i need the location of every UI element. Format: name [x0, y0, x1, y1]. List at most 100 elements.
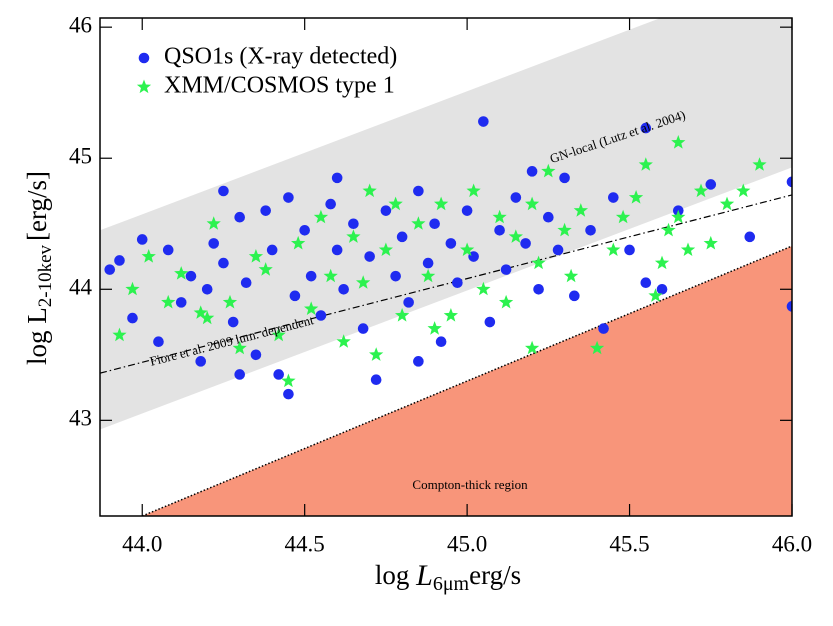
point [569, 290, 580, 302]
point [357, 323, 369, 334]
plot-area [100, 18, 792, 516]
point [703, 235, 718, 250]
point [520, 238, 531, 249]
point [484, 316, 496, 328]
legend-marker [136, 79, 152, 94]
point [492, 209, 507, 224]
point [452, 277, 463, 289]
point [227, 316, 239, 328]
point [315, 310, 327, 321]
point [356, 275, 371, 289]
point [104, 264, 116, 275]
point [736, 183, 751, 198]
point [494, 225, 505, 236]
point [533, 283, 544, 295]
point [323, 268, 338, 283]
legend-label: QSO1s (X-ray detected) [164, 44, 397, 70]
point [705, 179, 717, 190]
point [283, 388, 294, 400]
relation-line [100, 194, 792, 374]
legend-marker [138, 52, 150, 64]
point [206, 216, 221, 230]
point [628, 190, 644, 204]
point [671, 135, 686, 149]
point [364, 251, 375, 262]
point [313, 209, 329, 224]
point [598, 323, 609, 334]
point [271, 327, 286, 342]
point [362, 183, 377, 198]
y-label-unit: [erg/s] [22, 171, 52, 241]
point [395, 308, 410, 322]
point [305, 270, 317, 282]
y-tick-label: 43 [69, 406, 92, 431]
point [543, 211, 554, 223]
point [234, 211, 245, 223]
point [370, 374, 382, 386]
point [719, 196, 735, 211]
point [752, 157, 767, 171]
point [346, 229, 361, 243]
point [648, 288, 663, 302]
point [661, 222, 676, 237]
point [656, 283, 668, 295]
point [161, 294, 176, 309]
point [680, 242, 696, 256]
point [615, 209, 631, 224]
x-label-unit: erg/s [469, 560, 521, 590]
relation-band [100, 18, 792, 430]
point [608, 192, 619, 203]
x-axis-title: log L6μmerg/s [375, 559, 521, 595]
point [744, 231, 756, 243]
point [283, 192, 294, 203]
point [193, 305, 208, 319]
y-tick-label: 45 [69, 144, 92, 169]
point [201, 283, 213, 295]
point [331, 172, 343, 184]
point [125, 281, 140, 296]
point [141, 249, 156, 263]
point [390, 270, 401, 282]
point [786, 176, 792, 188]
point [248, 249, 264, 263]
point [411, 216, 426, 230]
y-label: log L [22, 307, 52, 365]
point [348, 218, 359, 230]
point [338, 283, 349, 295]
point [413, 185, 424, 197]
point [693, 183, 709, 198]
point [421, 268, 436, 283]
point [127, 312, 138, 324]
x-tick-label: 44.5 [285, 531, 325, 556]
point [325, 198, 336, 210]
point [654, 255, 670, 270]
legend-label: XMM/COSMOS type 1 [164, 73, 395, 99]
x-tick-label: 45.0 [447, 531, 487, 556]
point [208, 238, 220, 249]
y-axis-title: log L2-10kev [erg/s] [22, 171, 56, 365]
y-tick-label: 46 [69, 12, 92, 37]
point [460, 242, 475, 256]
point [435, 336, 447, 348]
plot-frame [99, 17, 793, 517]
point [468, 251, 479, 262]
point [218, 257, 229, 269]
point [413, 356, 424, 367]
point [250, 349, 262, 361]
point [466, 183, 481, 198]
y-tick-label: 44 [69, 275, 93, 300]
point [552, 244, 564, 256]
point [606, 242, 621, 256]
point [443, 308, 458, 322]
x-label-var: L [415, 559, 433, 592]
point [500, 264, 512, 275]
point [380, 205, 392, 216]
point [434, 196, 449, 211]
point [289, 290, 301, 302]
point [573, 203, 588, 217]
point [232, 340, 247, 355]
point [331, 244, 343, 256]
x-tick-label: 45.5 [609, 531, 649, 556]
